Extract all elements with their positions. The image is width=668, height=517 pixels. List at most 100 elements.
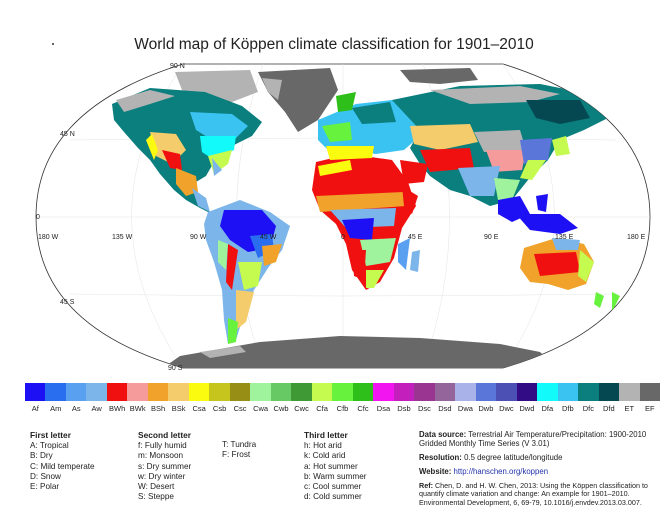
legend-swatch-dsd [434, 383, 456, 401]
legend-swatch-bsh [147, 383, 169, 401]
legend-swatch-cwb [270, 383, 292, 401]
reference: Ref: Chen, D. and H. W. Chen, 2013: Usin… [419, 481, 664, 507]
legend-swatch-dwb [475, 383, 497, 401]
third-letter-key: Third letter h: Hot arid k: Cold arid a:… [304, 430, 366, 502]
first-letter-key: First letter A: Tropical B: Dry C: Mild … [30, 430, 95, 492]
antarctica [160, 336, 560, 368]
reference-text: Chen, D. and H. W. Chen, 2013: Using the… [419, 481, 648, 507]
third-letter-item: d: Cold summer [304, 492, 362, 502]
legend-label-dwc: Dwc [499, 404, 514, 413]
legend-label-csb: Csb [212, 404, 227, 413]
second-letter-item: m: Monsoon [138, 451, 184, 461]
resolution: Resolution: 0.5 degree latitude/longitud… [419, 453, 664, 462]
legend-swatch-as [65, 383, 87, 401]
lat-label-90n: 90 N [170, 63, 185, 70]
legend-swatch-dsa [373, 383, 394, 401]
lon-label-90e: 90 E [484, 234, 499, 241]
data-source: Data source: Terrestrial Air Temperature… [419, 430, 664, 449]
legend-label-dfd: Dfd [602, 404, 615, 413]
third-letter-item: c: Cool summer [304, 482, 362, 492]
third-letter-item: b: Warm summer [304, 471, 367, 481]
legend-label-cwa: Cwa [253, 404, 269, 413]
legend-label-cfc: Cfc [357, 404, 369, 413]
website: Website: http://hanschen.org/koppen [419, 467, 664, 476]
legend-label-et: ET [624, 404, 635, 413]
legend-label-af: Af [31, 404, 39, 413]
legend-swatch-dwa [455, 383, 476, 401]
legend-label-dsc: Dsc [417, 404, 431, 413]
legend-swatch-dsb [393, 383, 415, 401]
lon-label-180e: 180 E [627, 234, 646, 241]
legend-label-dfb: Dfb [562, 404, 574, 413]
legend-label-dfc: Dfc [582, 404, 594, 413]
data-source-label: Data source: [419, 430, 467, 439]
resolution-text: 0.5 degree latitude/longitude [464, 453, 563, 462]
legend-label-as: As [71, 404, 81, 413]
legend-swatch-dfa [537, 383, 558, 401]
legend-swatch-cfb [332, 383, 353, 401]
legend-label-dsa: Dsa [376, 404, 391, 413]
lat-label-90s: 90 S [168, 365, 183, 372]
second-letter-item: w: Dry winter [138, 471, 186, 481]
legend-label-cfb: Cfb [336, 404, 349, 413]
legend-swatch-am [45, 383, 66, 401]
legend-label-bwh: BWh [109, 404, 126, 413]
legend-label-dwd: Dwd [519, 404, 535, 413]
reference-label: Ref: [419, 481, 433, 490]
legend-label-dfa: Dfa [541, 404, 554, 413]
legend-label-dwb: Dwb [478, 404, 494, 413]
stray-dot [52, 43, 54, 45]
legend-swatch-dsc [414, 383, 435, 401]
legend-label-csa: Csa [192, 404, 206, 413]
first-letter-item: E: Polar [30, 482, 60, 492]
map-title: World map of Köppen climate classificati… [134, 36, 534, 53]
first-letter-item: A: Tropical [30, 441, 69, 451]
legend-label-aw: Aw [91, 404, 102, 413]
legend-swatch-bsk [168, 383, 189, 401]
lat-label-45s: 45 S [60, 299, 75, 306]
legend-color-bar [25, 383, 661, 401]
second-letter-item: f: Fully humid [138, 441, 187, 451]
legend-label-bsh: BSh [151, 404, 166, 413]
legend-swatch-csb [209, 383, 230, 401]
legend-swatch-dwd [516, 383, 538, 401]
legend-swatch-csc [229, 383, 251, 401]
lon-label-135w: 135 W [112, 234, 133, 241]
legend-swatch-ef [639, 383, 661, 401]
legend-label-dsb: Dsb [397, 404, 411, 413]
second-letter-item: W: Desert [138, 482, 175, 492]
third-letter-item: h: Hot arid [304, 441, 342, 451]
legend-label-ef: EF [644, 404, 655, 413]
legend-label-csc: Csc [233, 404, 247, 413]
legend-swatch-cfc [352, 383, 374, 401]
first-letter-item: D: Snow [30, 471, 61, 481]
third-letter-heading: Third letter [304, 430, 348, 440]
second-letter-item: T: Tundra [222, 440, 257, 449]
legend-swatch-af [25, 383, 46, 401]
legend-swatch-dfd [598, 383, 620, 401]
third-letter-item: k: Cold arid [304, 451, 346, 461]
legend-label-cwb: Cwb [273, 404, 289, 413]
lon-label-0: 0 [341, 234, 345, 241]
lon-label-90w: 90 W [190, 234, 207, 241]
second-letter-item: s: Dry summer [138, 461, 192, 471]
legend-label-cfa: Cfa [316, 404, 328, 413]
first-letter-item: C: Mild temperate [30, 461, 95, 471]
resolution-label: Resolution: [419, 453, 462, 462]
world-map: 90 N 45 N 0 45 S 90 S 180 W 135 W 90 W 4… [35, 63, 651, 372]
legend-label-bsk: BSk [171, 404, 186, 413]
legend-swatch-aw [86, 383, 107, 401]
legend-swatch-cwa [250, 383, 271, 401]
legend-swatch-bwh [106, 383, 128, 401]
legend-swatch-dfc [578, 383, 599, 401]
legend-label-dsd: Dsd [438, 404, 452, 413]
legend-label-cwc: Cwc [294, 404, 309, 413]
lat-label-45n: 45 N [60, 131, 75, 138]
third-letter-item: a: Hot summer [304, 461, 358, 471]
first-letter-item: B: Dry [30, 451, 53, 461]
website-link[interactable]: http://hanschen.org/koppen [453, 467, 549, 476]
legend-swatch-dwc [496, 383, 517, 401]
second-letter-item: F: Frost [222, 450, 251, 460]
legend-swatch-dfb [557, 383, 579, 401]
legend-swatch-cfa [311, 383, 333, 401]
